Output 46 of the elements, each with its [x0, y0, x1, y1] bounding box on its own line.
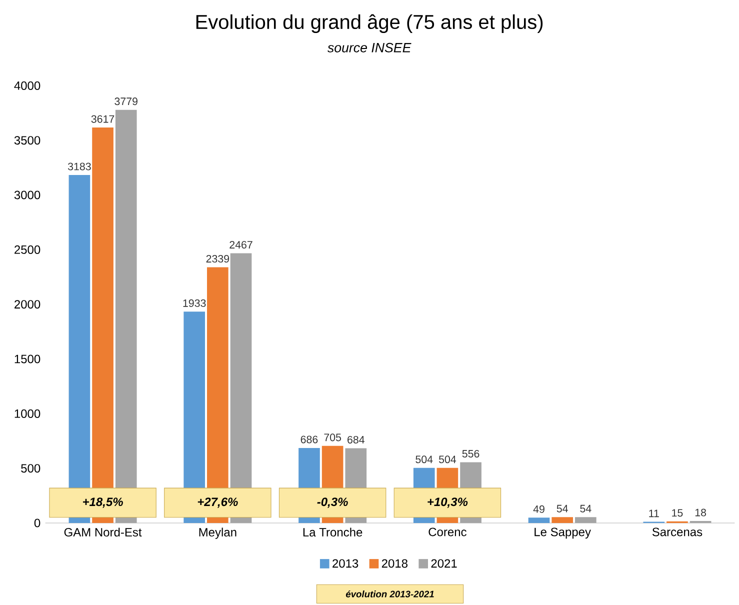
- legend-label: 2013: [332, 559, 358, 568]
- x-tick-label: Corenc: [428, 528, 466, 536]
- y-tick-label: 500: [21, 464, 40, 473]
- data-label: 686: [300, 436, 318, 444]
- chart-subtitle: source INSEE: [328, 42, 412, 52]
- x-tick-label: Sarcenas: [652, 528, 702, 536]
- data-label: 556: [462, 450, 480, 458]
- data-label: 2467: [230, 241, 252, 249]
- data-label: 3183: [68, 162, 91, 170]
- data-label: 684: [348, 436, 364, 444]
- text: évolution 2013-2021: [346, 590, 434, 598]
- data-label: 49: [533, 505, 544, 513]
- data-label: 504: [416, 456, 433, 464]
- chart-title: Evolution du grand âge (75 ans et plus): [196, 14, 543, 33]
- data-label: 1933: [183, 299, 206, 307]
- y-tick-label: 4000: [14, 81, 40, 90]
- bar: [552, 517, 573, 523]
- data-label: 11: [649, 510, 659, 518]
- legend-label: 2021: [431, 559, 457, 568]
- y-tick-label: 1000: [14, 409, 40, 418]
- x-tick-label: Le Sappey: [534, 528, 591, 539]
- data-label: 18: [695, 508, 706, 516]
- annotation: -0,3%: [317, 498, 348, 508]
- annotation: +27,6%: [198, 498, 238, 508]
- data-label: 3617: [91, 115, 114, 123]
- bar: [528, 518, 550, 523]
- data-label: 2339: [206, 254, 230, 263]
- annotation: +10,3%: [428, 498, 468, 508]
- y-tick-label: 2000: [14, 300, 40, 309]
- data-label: 54: [556, 504, 568, 512]
- y-tick-label: 3500: [14, 136, 40, 145]
- y-tick-label: 2500: [14, 245, 40, 254]
- x-tick-label: GAM Nord-Est: [64, 528, 142, 537]
- legend-label: 2018: [382, 559, 408, 568]
- data-label: 15: [672, 509, 683, 517]
- x-tick-label: Meylan: [199, 528, 236, 539]
- data-label: 54: [580, 504, 592, 512]
- data-label: 705: [324, 434, 341, 442]
- y-tick-label: 1500: [14, 354, 40, 364]
- data-label: 504: [438, 456, 456, 464]
- data-label: 3779: [114, 98, 138, 106]
- annotation: +18,5%: [83, 498, 123, 508]
- x-tick-label: La Tronche: [303, 528, 362, 537]
- bar: [575, 517, 596, 523]
- y-tick-label: 3000: [14, 190, 40, 200]
- y-tick-label: 0: [34, 518, 40, 528]
